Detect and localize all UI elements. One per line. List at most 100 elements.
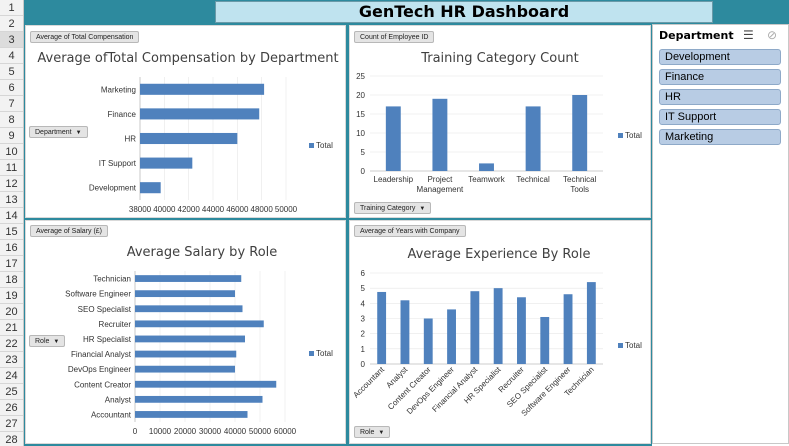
category-label: Content Creator [74,380,131,389]
row-number[interactable]: 11 [0,160,23,176]
row-number[interactable]: 16 [0,240,23,256]
bar [135,305,243,313]
slicer-item-it-support[interactable]: IT Support [659,109,781,125]
y-tick-label: 25 [356,72,365,81]
chart-title: Average ofTotal Compensation by Departme… [37,51,338,66]
bar [135,395,263,403]
row-number[interactable]: 27 [0,416,23,432]
row-number[interactable]: 13 [0,192,23,208]
training-axis-field-button[interactable]: Training Category ▼ [354,202,432,214]
bar [517,297,526,364]
bar [400,300,410,364]
category-label: Technician [93,275,131,284]
clear-filter-icon[interactable]: ⊘ [767,28,778,42]
experience-role-field-label: Role [360,429,375,436]
row-number[interactable]: 21 [0,320,23,336]
row-header-column: 1 2 3 4 5 6 7 8 9 10 11 12 13 14 15 16 17 18 19 20 21 22 23 24 2… [0,0,24,446]
bar [135,275,242,282]
category-label: Project Management [417,175,464,194]
salary-value-field-button[interactable]: Average of Salary (£) [30,225,109,237]
bar [140,108,260,120]
department-axis-field-label: Department [35,129,72,136]
row-number[interactable]: 5 [0,64,23,80]
chart-title: Average Salary by Role [127,245,278,260]
category-label: Recruiter [99,320,132,329]
salary-role-field-button[interactable]: Role ▼ [29,335,66,347]
legend-swatch [309,143,314,148]
row-number[interactable]: 1 [0,0,23,16]
legend-swatch [309,351,314,356]
bar [423,318,433,364]
row-number[interactable]: 9 [0,128,23,144]
bar [447,309,456,364]
bar [135,350,237,358]
y-tick-label: 5 [361,148,366,157]
row-number[interactable]: 19 [0,288,23,304]
row-number[interactable]: 20 [0,304,23,320]
row-number[interactable]: 8 [0,112,23,128]
bar [493,288,503,364]
row-number[interactable]: 22 [0,336,23,352]
row-number[interactable]: 25 [0,384,23,400]
legend-swatch [618,133,623,138]
slicer-title: Department [659,29,734,42]
experience-role-field-button[interactable]: Role ▼ [354,426,391,438]
bar [572,95,588,171]
y-tick-label: 0 [361,360,366,369]
slicer-item-marketing[interactable]: Marketing [659,129,781,145]
training-chart[interactable]: Training Category Count 0 5 10 15 20 25 Leaders… [349,25,651,218]
row-number[interactable]: 3 [0,32,23,48]
multi-select-icon[interactable]: ☰ [743,28,754,42]
row-number[interactable]: 6 [0,80,23,96]
y-tick-label: 2 [361,330,366,339]
bar [135,320,264,328]
slicer-item-finance[interactable]: Finance [659,69,781,85]
salary-chart[interactable]: Average Salary by Role 0 10000 20000 30000 40… [25,220,346,444]
row-number[interactable]: 23 [0,352,23,368]
row-number[interactable]: 17 [0,256,23,272]
slicer-item-hr[interactable]: HR [659,89,781,105]
category-label: IT Support [99,159,137,168]
experience-value-field-button[interactable]: Average of Years with Company [354,225,466,237]
y-tick-label: 15 [356,110,365,119]
bar [140,132,238,145]
row-number[interactable]: 28 [0,432,23,446]
row-number[interactable]: 15 [0,224,23,240]
category-label: HR [124,135,136,144]
y-tick-label: 4 [361,299,366,308]
row-number[interactable]: 4 [0,48,23,64]
bar [140,182,161,194]
compensation-chart-svg: Average ofTotal Compensation by Departme… [37,51,338,214]
compensation-chart[interactable]: Average ofTotal Compensation by Departme… [25,25,346,218]
bar [135,290,235,298]
row-number[interactable]: 24 [0,368,23,384]
bar [135,411,248,418]
department-axis-field-button[interactable]: Department ▼ [29,126,88,138]
compensation-value-field-button[interactable]: Average of Total Compensation [30,31,140,43]
slicer-item-development[interactable]: Development [659,49,781,65]
row-number[interactable]: 14 [0,208,23,224]
x-tick-label: 50000 [249,427,272,436]
y-tick-label: 6 [361,269,366,278]
x-tick-label: 38000 [129,205,152,214]
experience-value-field-label: Average of Years with Company [360,228,460,235]
legend-label: Total [625,341,642,350]
row-number[interactable]: 10 [0,144,23,160]
row-number[interactable]: 12 [0,176,23,192]
experience-chart[interactable]: Average Experience By Role 0 1 2 3 4 5 6 Account… [349,220,651,444]
chart-title: Training Category Count [420,51,579,66]
legend-label: Total [316,141,333,150]
row-number[interactable]: 26 [0,400,23,416]
legend-label: Total [316,349,333,358]
y-tick-label: 3 [361,315,366,324]
row-number[interactable]: 2 [0,16,23,32]
row-number[interactable]: 18 [0,272,23,288]
x-tick-label: 48000 [251,205,274,214]
bar [479,163,494,171]
x-tick-label: 60000 [274,427,297,436]
row-number[interactable]: 7 [0,96,23,112]
bar [135,380,277,388]
category-label: Marketing [101,85,136,94]
y-tick-label: 1 [361,345,366,354]
training-value-field-button[interactable]: Count of Employee ID [354,31,435,43]
